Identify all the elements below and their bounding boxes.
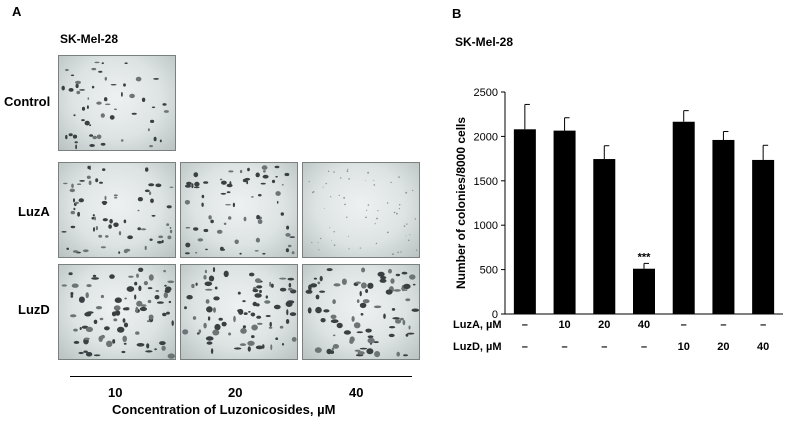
panel-a-cell-line: SK-Mel-28 xyxy=(60,32,119,46)
y-tick-label: 1500 xyxy=(474,176,498,188)
condition-row-label-1: LuzD, µM xyxy=(453,341,502,353)
bar-1 xyxy=(553,130,576,314)
y-tick-label: 500 xyxy=(480,265,498,277)
significance-label-3: *** xyxy=(638,251,652,263)
y-tick-label: 0 xyxy=(492,309,498,321)
concentration-label-10: 10 xyxy=(108,385,123,400)
colony-photo-luzd-20 xyxy=(180,264,298,360)
y-tick-label: 1000 xyxy=(474,220,498,232)
condition-value-1-1: – xyxy=(562,341,568,353)
bar-2 xyxy=(593,159,616,314)
bar-3 xyxy=(633,268,655,314)
condition-value-0-6: – xyxy=(760,319,766,331)
chart-title: SK-Mel-28 xyxy=(455,35,513,49)
y-tick-label: 2000 xyxy=(474,131,498,143)
condition-value-1-5: 20 xyxy=(717,341,729,353)
condition-value-0-2: 20 xyxy=(598,319,610,331)
panel-b-label: B xyxy=(452,6,462,21)
concentration-axis-line xyxy=(70,376,412,377)
condition-value-1-6: 40 xyxy=(757,341,769,353)
condition-value-1-4: 10 xyxy=(678,341,690,353)
condition-row-label-0: LuzA, µM xyxy=(453,319,502,331)
bar-0 xyxy=(513,129,536,314)
panel-a-label: A xyxy=(12,4,22,19)
concentration-axis-title: Concentration of Luzonicosides, µM xyxy=(112,402,336,417)
colony-photo-luza-40 xyxy=(302,162,420,258)
condition-value-1-0: – xyxy=(522,341,528,353)
row-label-control: Control xyxy=(4,94,51,109)
row-label-luza: LuzA xyxy=(18,204,50,219)
bar-6 xyxy=(752,159,775,314)
bar-4 xyxy=(672,121,695,314)
condition-value-1-3: – xyxy=(641,341,647,353)
condition-value-1-2: – xyxy=(601,341,607,353)
y-tick-label: 2500 xyxy=(474,87,498,99)
colony-photo-luzd-40 xyxy=(302,264,420,360)
concentration-label-40: 40 xyxy=(349,385,364,400)
row-label-luzd: LuzD xyxy=(18,302,50,317)
condition-value-0-1: 10 xyxy=(558,319,570,331)
condition-value-0-5: – xyxy=(720,319,726,331)
colony-photo-control xyxy=(58,55,176,151)
condition-value-0-3: 40 xyxy=(638,319,650,331)
condition-value-0-0: – xyxy=(522,319,528,331)
bar-5 xyxy=(712,139,735,314)
colony-photo-luzd-10 xyxy=(58,264,176,360)
colony-photo-luza-20 xyxy=(180,162,298,258)
y-axis-title: Number of colonies/8000 cells xyxy=(454,117,468,289)
concentration-label-20: 20 xyxy=(228,385,243,400)
colony-photo-luza-10 xyxy=(58,162,176,258)
condition-value-0-4: – xyxy=(681,319,687,331)
